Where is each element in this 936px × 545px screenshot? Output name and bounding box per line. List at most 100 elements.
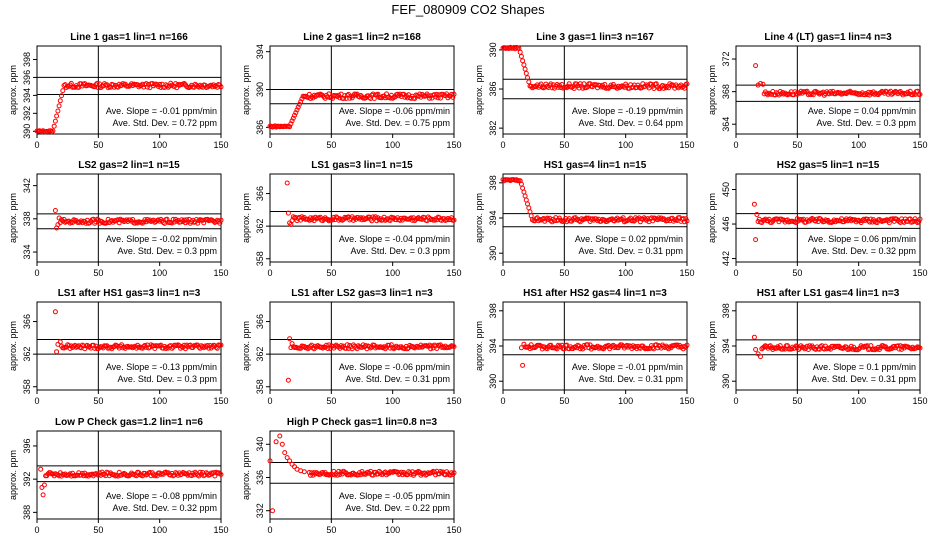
x-tick-label: 150 [446, 396, 461, 406]
data-point [171, 84, 177, 89]
panel-title: HS1 after LS1 gas=4 lin=1 n=3 [757, 288, 900, 299]
data-point [136, 84, 142, 90]
y-tick-label: 398 [22, 52, 32, 67]
y-axis-label: approx. ppm [241, 321, 251, 371]
data-point [306, 470, 312, 475]
x-tick-label: 50 [792, 140, 802, 150]
y-axis-label: approx. ppm [8, 65, 18, 115]
y-tick-label: 394 [255, 44, 265, 59]
data-point [181, 217, 187, 223]
data-point [67, 346, 73, 351]
stddev-annotation: Ave. Std. Dev. = 0.31 ppm [579, 374, 683, 384]
y-tick-label: 398 [488, 175, 498, 190]
stddev-annotation: Ave. Std. Dev. = 0.72 ppm [113, 118, 217, 128]
data-point [63, 85, 69, 90]
data-point [780, 346, 786, 352]
slope-annotation: Ave. Slope = -0.06 ppm/min [339, 106, 450, 116]
stddev-annotation: Ave. Std. Dev. = 0.31 ppm [346, 374, 450, 384]
data-point [526, 79, 532, 85]
x-tick-label: 150 [679, 268, 694, 278]
x-tick-label: 50 [93, 525, 103, 535]
plot-frame [735, 173, 921, 263]
x-tick-label: 0 [34, 268, 39, 278]
plot-frame [36, 301, 222, 391]
data-point [629, 346, 635, 352]
x-tick-label: 100 [385, 396, 400, 406]
panel-1: Line 1 gas=1 lin=1 n=166 0 50 100 150 390 392 3… [8, 32, 229, 150]
data-point [279, 441, 285, 447]
y-tick-label: 390 [721, 374, 731, 389]
x-tick-label: 0 [267, 525, 272, 535]
data-point [521, 341, 527, 347]
stddev-annotation: Ave. Std. Dev. = 0.32 ppm [812, 246, 916, 256]
data-point [753, 63, 759, 69]
y-tick-label: 336 [255, 470, 265, 485]
y-axis-label: approx. ppm [8, 450, 18, 500]
panel-title: LS1 gas=3 lin=1 n=15 [311, 160, 413, 171]
data-point [55, 108, 61, 114]
x-tick-label: 100 [152, 268, 167, 278]
data-point [66, 343, 72, 349]
plot-frame [36, 45, 222, 135]
panel-title: High P Check gas=1 lin=0.8 n=3 [287, 417, 438, 428]
data-point [684, 81, 690, 87]
data-point [753, 237, 759, 243]
y-axis-label: approx. ppm [241, 450, 251, 500]
x-tick-label: 100 [385, 525, 400, 535]
data-point [282, 450, 288, 456]
data-point [52, 309, 58, 315]
data-point [67, 220, 73, 226]
y-tick-label: 338 [22, 211, 32, 226]
x-tick-label: 0 [267, 140, 272, 150]
data-point [57, 339, 63, 345]
data-point [451, 217, 457, 223]
data-point [285, 210, 291, 216]
x-tick-label: 0 [733, 140, 738, 150]
data-point [905, 89, 911, 95]
data-point [522, 193, 528, 199]
data-point [165, 84, 171, 90]
data-point [753, 347, 759, 352]
data-point [525, 75, 530, 81]
panel-3: Line 3 gas=1 lin=3 n=167 0 50 100 150 382 386 3… [474, 32, 695, 150]
panel-7: HS1 gas=4 lin=1 n=15 0 50 100 150 390 394 398 ap… [474, 160, 695, 278]
x-tick-label: 50 [559, 140, 569, 150]
data-point [48, 128, 53, 134]
panel-9: LS1 after HS1 gas=3 lin=1 n=3 0 50 100 150 35… [8, 288, 229, 406]
x-tick-label: 150 [679, 396, 694, 406]
data-point [56, 103, 62, 109]
x-tick-label: 0 [500, 268, 505, 278]
y-tick-label: 366 [255, 186, 265, 201]
data-point [267, 458, 273, 464]
y-tick-label: 362 [255, 347, 265, 362]
plot-frame [502, 45, 688, 135]
stddev-annotation: Ave. Std. Dev. = 0.32 ppm [113, 503, 217, 513]
data-point [52, 208, 58, 213]
panel-10: LS1 after LS2 gas=3 lin=1 n=3 0 50 100 150 35… [241, 288, 462, 406]
slope-annotation: Ave. Slope = -0.02 ppm/min [106, 234, 217, 244]
data-point [810, 92, 816, 98]
data-point [285, 377, 291, 383]
data-point [760, 81, 766, 87]
data-point [576, 343, 582, 349]
panel-12: HS1 after LS1 gas=4 lin=1 n=3 0 50 100 150 39… [707, 288, 928, 406]
data-point [755, 351, 761, 357]
slope-annotation: Ave. Slope = -0.04 ppm/min [339, 234, 450, 244]
data-point [152, 346, 158, 351]
data-point [917, 345, 923, 351]
y-tick-label: 392 [22, 106, 32, 121]
panel-4: Line 4 (LT) gas=1 lin=4 n=3 0 50 100 150 364 3… [707, 32, 928, 150]
x-tick-label: 50 [326, 525, 336, 535]
y-axis-label: approx. ppm [474, 321, 484, 371]
panel-6: LS1 gas=3 lin=1 n=15 0 50 100 150 358 362 366 ap… [241, 160, 462, 278]
y-tick-label: 392 [22, 472, 32, 487]
y-tick-label: 446 [721, 217, 731, 232]
x-tick-label: 0 [267, 396, 272, 406]
data-point [376, 468, 382, 474]
data-point [218, 217, 224, 223]
data-point [310, 472, 316, 478]
data-point [277, 433, 283, 439]
data-point [330, 217, 336, 223]
data-point [294, 107, 300, 113]
x-tick-label: 50 [93, 268, 103, 278]
